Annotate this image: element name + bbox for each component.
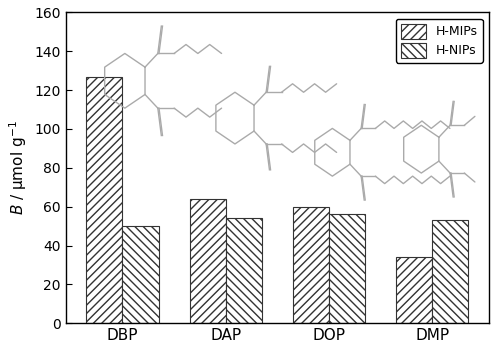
Bar [329,215,365,323]
Legend: H-MIPs, H-NIPs: H-MIPs, H-NIPs [396,19,483,63]
Bar [226,218,262,323]
Bar [432,220,468,323]
Bar [293,206,329,323]
Y-axis label: $B$ / μmol g$^{-1}$: $B$ / μmol g$^{-1}$ [7,120,29,215]
Bar [123,226,159,323]
Bar [189,199,226,323]
Bar [396,257,432,323]
Bar [86,77,123,323]
